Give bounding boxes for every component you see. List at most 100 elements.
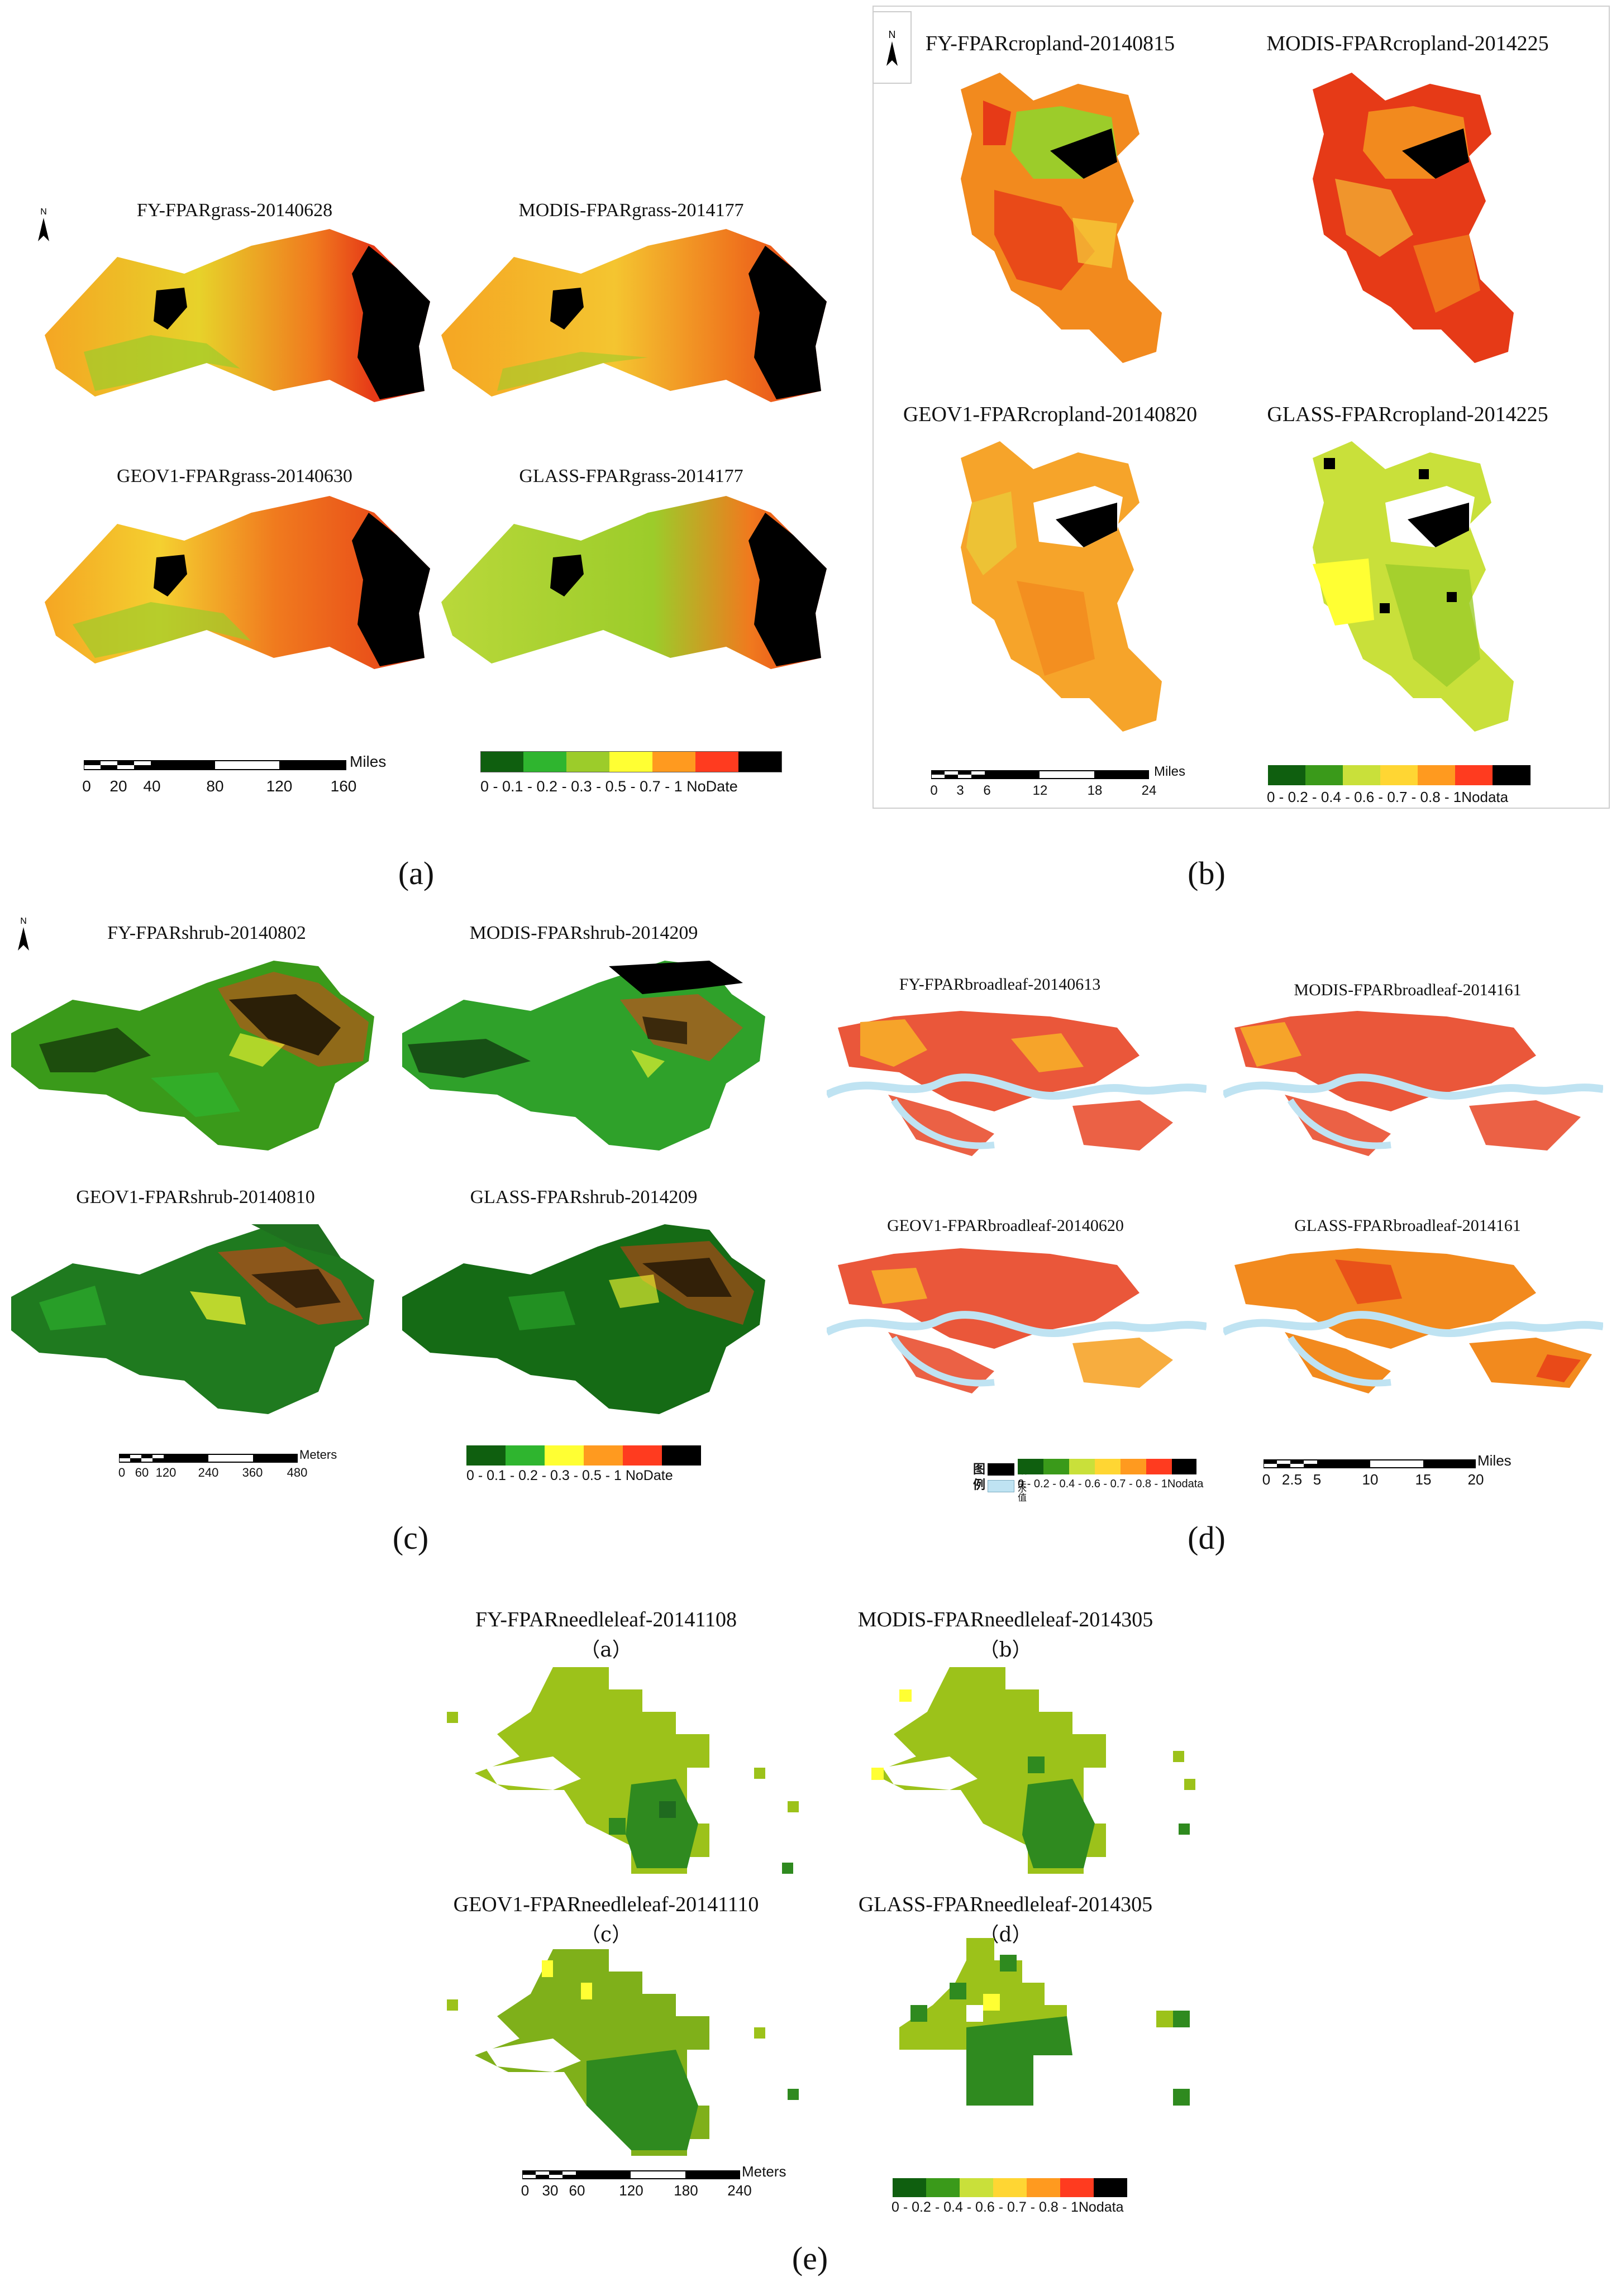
- map-title: GLASS-FPARbroadleaf-2014161: [1294, 1216, 1521, 1235]
- map-title: FY-FPARbroadleaf-20140613: [899, 975, 1101, 994]
- scale-tick: 240: [727, 2182, 752, 2199]
- cropland-map-modis: [1313, 73, 1514, 363]
- color-legend: [466, 1445, 701, 1466]
- map-title: GEOV1-FPARbroadleaf-20140620: [887, 1216, 1124, 1235]
- scale-tick: 20: [109, 777, 127, 795]
- scale-bar: [119, 1454, 298, 1463]
- scale-unit: Miles: [350, 753, 387, 770]
- map-title: FY-FPARshrub-20140802: [107, 923, 306, 943]
- map-title: FY-FPARgrass-20140628: [136, 200, 333, 221]
- scale-tick: 120: [619, 2182, 643, 2199]
- scale-tick: 120: [155, 1466, 177, 1479]
- legend-labels: 0 - 0.2 - 0.4 - 0.6 - 0.7 - 0.8 - 1Nodat…: [1267, 789, 1509, 805]
- color-legend: [1268, 765, 1531, 785]
- broadleaf-map-modis: [1223, 1011, 1603, 1156]
- map-title: MODIS-FPARshrub-2014209: [469, 923, 698, 943]
- map-title: GEOV1-FPARgrass-20140630: [117, 466, 352, 486]
- scale-tick: 360: [242, 1466, 263, 1479]
- north-arrow-icon: N: [32, 207, 55, 246]
- needleleaf-map-glass: [899, 1938, 1190, 2106]
- cropland-map-fy: [961, 73, 1162, 363]
- svg-text:N: N: [40, 207, 47, 217]
- legend-title: 图例: [973, 1463, 986, 1492]
- map-title: GLASS-FPARshrub-2014209: [470, 1187, 698, 1207]
- caption-e: (e): [792, 2240, 828, 2276]
- scale-unit: Miles: [1477, 1452, 1512, 1469]
- color-legend: [1018, 1459, 1196, 1474]
- scale-tick: 40: [143, 777, 161, 795]
- map-title: GEOV1-FPARneedleleaf-20141110: [453, 1893, 759, 1916]
- broadleaf-map-geov1: [827, 1248, 1207, 1393]
- scale-tick: 120: [266, 777, 293, 795]
- grass-map-modis: [441, 229, 827, 402]
- scale-tick: 180: [674, 2182, 698, 2199]
- scale-tick: 18: [1087, 783, 1103, 798]
- needleleaf-map-geov1: [447, 1949, 799, 2156]
- scale-tick: 24: [1141, 783, 1157, 798]
- broadleaf-map-glass: [1223, 1248, 1603, 1393]
- scale-tick: 10: [1362, 1471, 1379, 1488]
- grass-map-geov1: [45, 496, 430, 669]
- map-title: GLASS-FPARcropland-2014225: [1267, 403, 1548, 426]
- map-title: GLASS-FPARgrass-2014177: [519, 466, 743, 486]
- scale-tick: 0: [930, 783, 938, 798]
- scale-unit: Meters: [299, 1448, 337, 1462]
- map-title: FY-FPARneedleleaf-20141108: [475, 1608, 737, 1631]
- scale-tick: 80: [206, 777, 224, 795]
- grass-map-fy: [45, 229, 430, 402]
- scale-tick: 60: [569, 2182, 585, 2199]
- scale-tick: 12: [1032, 783, 1048, 798]
- scale-tick: 0: [1262, 1471, 1271, 1488]
- scale-tick: 3: [956, 783, 964, 798]
- scale-tick: 480: [287, 1466, 308, 1479]
- scale-tick: 60: [135, 1466, 149, 1479]
- scale-tick: 5: [1313, 1471, 1322, 1488]
- sub-label: （c）: [580, 1923, 632, 1946]
- scale-tick: 240: [198, 1466, 219, 1479]
- shrub-map-glass: [402, 1224, 765, 1414]
- water-label: 水: [1018, 1483, 1027, 1494]
- scale-tick: 30: [542, 2182, 559, 2199]
- caption-a: (a): [398, 855, 435, 891]
- color-legend: [893, 2178, 1127, 2197]
- map-title: MODIS-FPARcropland-2014225: [1266, 32, 1549, 55]
- svg-text:N: N: [20, 917, 27, 926]
- map-title: GEOV1-FPARshrub-20140810: [76, 1187, 315, 1207]
- caption-b: (b): [1188, 855, 1226, 891]
- caption-d: (d): [1188, 1520, 1226, 1556]
- map-title: GEOV1-FPARcropland-20140820: [903, 403, 1198, 426]
- legend-labels: 0 - 0.2 - 0.4 - 0.6 - 0.7 - 0.8 - 1Nodat…: [891, 2199, 1124, 2215]
- scale-unit: Miles: [1154, 764, 1186, 779]
- cropland-map-glass: [1313, 441, 1514, 732]
- cropland-map-geov1: [961, 441, 1162, 732]
- shrub-map-modis: [402, 961, 765, 1151]
- sub-label: （b）: [979, 1639, 1032, 1662]
- svg-text:N: N: [889, 29, 896, 40]
- legend-labels: 0 - 0.1 - 0.2 - 0.3 - 0.5 - 1 NoDate: [466, 1468, 673, 1483]
- north-arrow-icon: N: [873, 11, 912, 84]
- scale-tick: 0: [521, 2182, 530, 2199]
- scale-tick: 2.5: [1281, 1471, 1303, 1488]
- scale-tick: 6: [983, 783, 991, 798]
- needleleaf-map-modis: [871, 1667, 1195, 1874]
- shrub-map-geov1: [11, 1224, 374, 1414]
- scale-bar: [931, 770, 1149, 779]
- map-title: MODIS-FPARneedleleaf-2014305: [857, 1608, 1153, 1631]
- shrub-map-fy: [11, 961, 374, 1151]
- scale-tick: 0: [118, 1466, 126, 1479]
- sub-label: （a）: [580, 1639, 632, 1662]
- scale-bar: [522, 2170, 740, 2179]
- needleleaf-map-fy: [447, 1667, 799, 1874]
- north-arrow-icon: N: [12, 916, 35, 955]
- scale-tick: 0: [82, 777, 91, 795]
- scale-tick: 15: [1415, 1471, 1432, 1488]
- scale-tick: 20: [1467, 1471, 1484, 1488]
- water-swatch: [988, 1480, 1014, 1492]
- legend-labels: 0 - 0.1 - 0.2 - 0.3 - 0.5 - 0.7 - 1 NoDa…: [480, 778, 738, 795]
- legend-labels: 0 - 0.2 - 0.4 - 0.6 - 0.7 - 0.8 - 1Nodat…: [1018, 1478, 1204, 1490]
- grass-map-glass: [441, 496, 827, 669]
- broadleaf-map-fy: [827, 1011, 1207, 1156]
- map-title: MODIS-FPARgrass-2014177: [518, 200, 744, 221]
- scale-tick: 160: [330, 777, 357, 795]
- nodata-swatch: [988, 1463, 1014, 1476]
